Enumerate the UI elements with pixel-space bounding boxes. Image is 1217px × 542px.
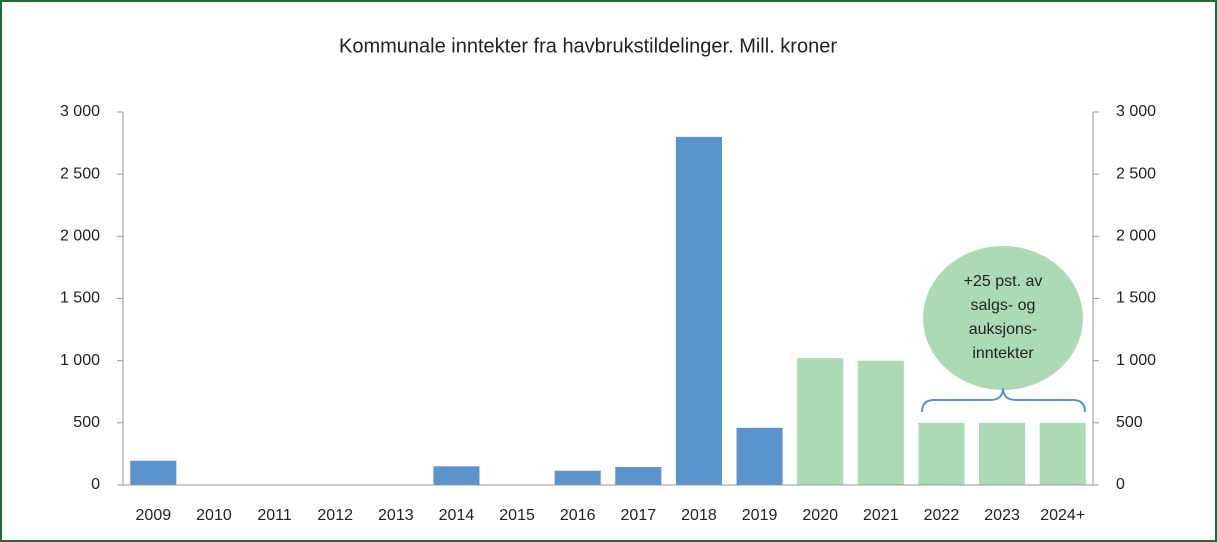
y-tick-label: 2 500 [60,165,100,182]
y2-tick-label: 1 500 [1116,290,1156,307]
x-tick-label: 2023 [984,507,1020,524]
y-tick-label: 0 [91,476,100,493]
bar [857,360,904,485]
x-tick-label: 2019 [742,507,778,524]
bar [979,422,1026,485]
y-tick-label: 500 [73,414,100,431]
annotation-line: salgs- og [971,297,1036,314]
annotation-bubble [923,246,1083,390]
x-tick-label: 2014 [439,507,475,524]
chart-title: Kommunale inntekter fra havbrukstildelin… [339,35,837,57]
x-tick-label: 2013 [378,507,414,524]
x-tick-label: 2022 [924,507,960,524]
x-tick-label: 2009 [136,507,172,524]
annotation-line: +25 pst. av [964,273,1043,290]
x-tick-label: 2016 [560,507,596,524]
y-tick-label: 1 500 [60,290,100,307]
bar [918,422,965,485]
x-tick-label: 2010 [196,507,232,524]
x-tick-label: 2012 [317,507,353,524]
x-tick-label: 2020 [802,507,838,524]
bar [736,427,783,485]
x-tick-label: 2015 [499,507,535,524]
x-tick-label: 2017 [621,507,657,524]
bar [433,466,480,485]
y2-tick-label: 1 000 [1116,352,1156,369]
annotation-line: inntekter [972,345,1034,362]
y-tick-label: 1 000 [60,352,100,369]
bar [675,136,722,485]
x-tick-label: 2021 [863,507,899,524]
y2-tick-label: 2 000 [1116,228,1156,245]
bar [797,358,844,485]
y2-tick-label: 0 [1116,476,1125,493]
bar [130,460,177,485]
bar [554,470,601,485]
x-tick-label: 2018 [681,507,717,524]
y-tick-label: 3 000 [60,103,100,120]
y-tick-label: 2 000 [60,228,100,245]
bar [615,466,662,485]
bar [1039,422,1086,485]
y2-tick-label: 500 [1116,414,1143,431]
brace [921,387,1086,413]
x-tick-label: 2024+ [1040,507,1085,524]
x-tick-label: 2011 [257,507,292,524]
y2-tick-label: 3 000 [1116,103,1156,120]
y2-tick-label: 2 500 [1116,165,1156,182]
annotation-line: auksjons- [969,321,1037,338]
